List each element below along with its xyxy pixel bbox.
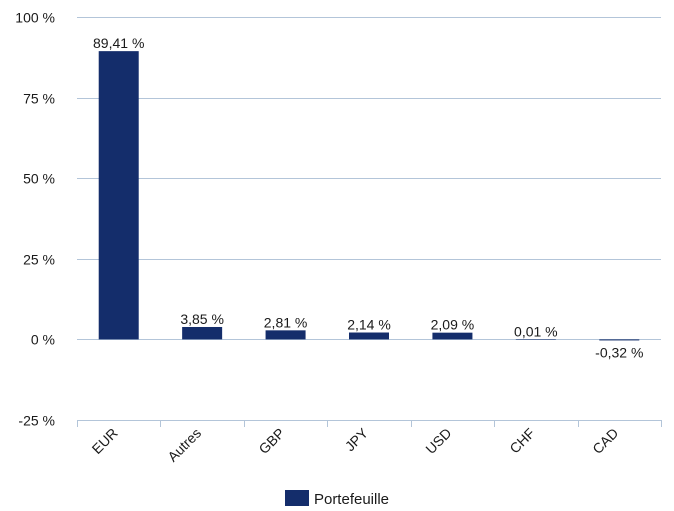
- x-tick-label: GBP: [255, 425, 287, 457]
- y-tick-label: 25 %: [23, 252, 55, 268]
- bar: [182, 326, 223, 340]
- y-tick-label: -25 %: [18, 413, 55, 429]
- x-tick-label: CHF: [506, 425, 538, 457]
- data-label: 3,85 %: [180, 311, 224, 327]
- bar: [349, 332, 389, 340]
- bar: [265, 330, 306, 340]
- legend: Portefeuille: [0, 490, 674, 508]
- bar-series: [98, 51, 640, 341]
- bar: [599, 339, 640, 341]
- legend-swatch: [284, 490, 309, 506]
- data-label: -0,32 %: [595, 344, 643, 360]
- data-label: 2,81 %: [264, 314, 308, 330]
- y-axis: -25 % 0 % 25 % 50 % 75 % 100 %: [15, 10, 55, 429]
- y-tick-label: 100 %: [15, 10, 55, 26]
- x-tick-label: CAD: [589, 425, 621, 457]
- y-tick-label: 50 %: [23, 171, 55, 187]
- legend-label: Portefeuille: [313, 491, 390, 508]
- data-label: 2,14 %: [347, 317, 391, 333]
- gridlines: [77, 17, 661, 421]
- y-tick-label: 75 %: [23, 91, 55, 107]
- data-label: 89,41 %: [93, 35, 144, 51]
- data-label: 2,09 %: [431, 317, 475, 333]
- x-tick-label: EUR: [89, 425, 121, 457]
- data-label: 0,01 %: [514, 323, 558, 339]
- bar: [432, 332, 473, 340]
- x-tick-label: Autres: [164, 425, 204, 465]
- y-tick-label: 0 %: [31, 332, 55, 348]
- bar: [98, 51, 139, 340]
- x-tick-label: JPY: [342, 424, 372, 454]
- x-axis: EUR Autres GBP JPY USD CHF CAD: [77, 420, 662, 465]
- bar: [515, 339, 556, 340]
- x-tick-label: USD: [422, 425, 454, 457]
- data-labels: 89,41 % 3,85 % 2,81 % 2,14 % 2,09 % 0,01 % -0,…: [93, 35, 643, 360]
